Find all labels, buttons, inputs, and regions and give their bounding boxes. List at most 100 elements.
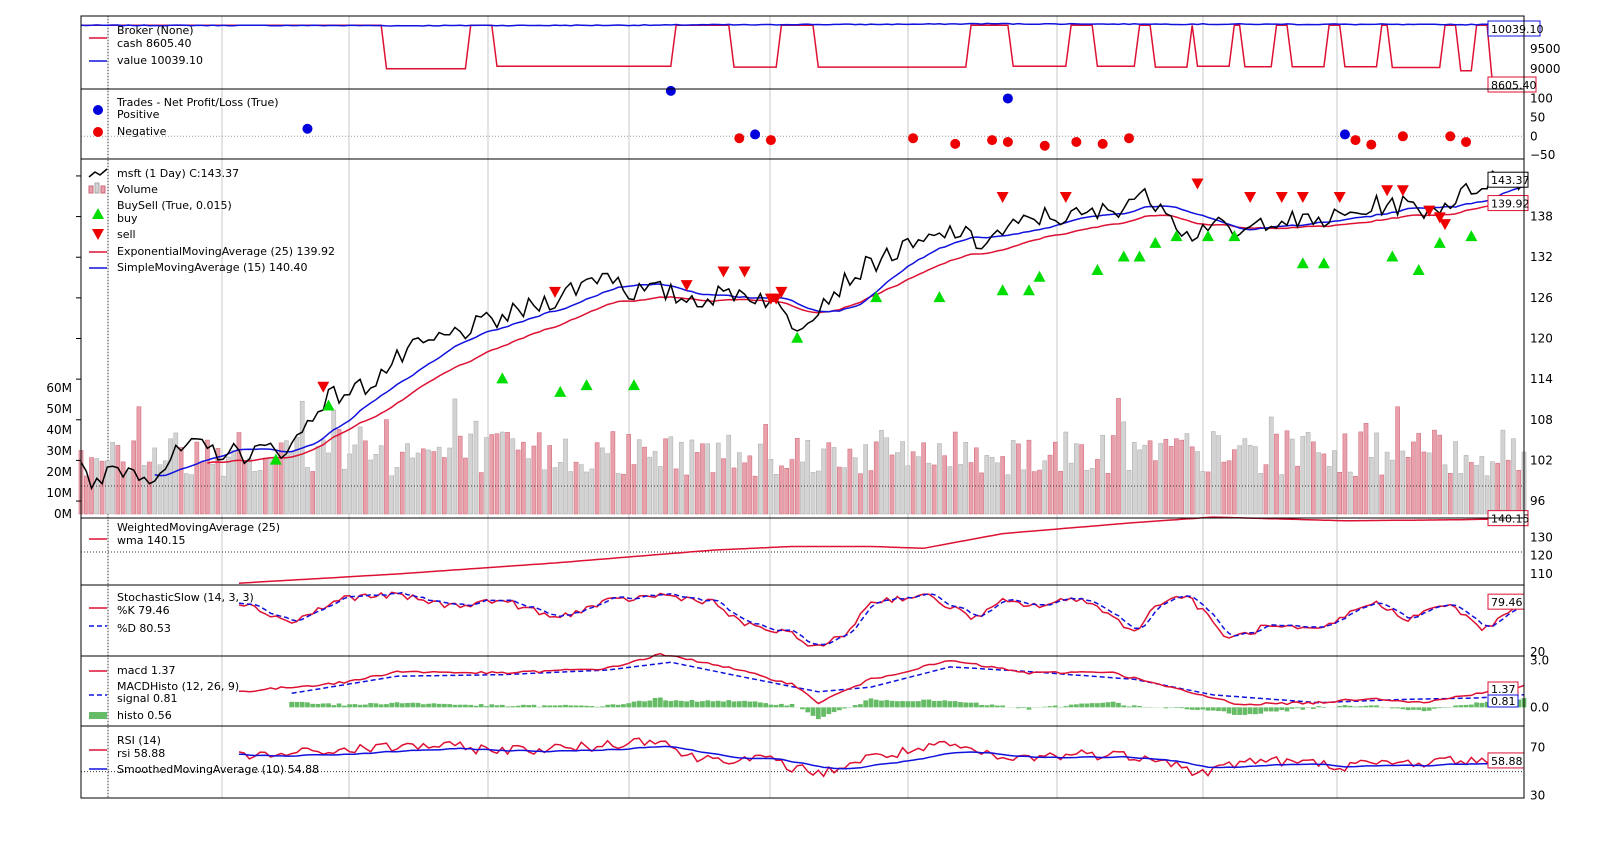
volume-bar-79 bbox=[494, 433, 500, 515]
macd-histo-bar-82 bbox=[510, 706, 516, 708]
volume-bar-97 bbox=[589, 468, 595, 515]
macd-histo-bar-147 bbox=[852, 705, 858, 708]
trade-negative-13 bbox=[1445, 131, 1456, 142]
volume-ytick-0: 60M bbox=[46, 381, 72, 395]
trade-positive-4 bbox=[1339, 129, 1350, 140]
volume-bar-138 bbox=[805, 440, 811, 515]
sma-line bbox=[154, 185, 1525, 477]
macd-histo-bar-212 bbox=[1195, 707, 1200, 710]
macd-histo-bar-111 bbox=[663, 700, 668, 708]
volume-bar-202 bbox=[1142, 444, 1148, 515]
macd-histo-bar-249 bbox=[1389, 707, 1395, 709]
volume-bar-220 bbox=[1237, 445, 1242, 515]
price-ytick-6: 102 bbox=[1530, 453, 1553, 467]
macd-histo-bar-196 bbox=[1110, 701, 1116, 708]
volume-bar-65 bbox=[421, 448, 426, 515]
macd-histo-bar-206 bbox=[1163, 707, 1169, 709]
volume-bar-153 bbox=[884, 437, 890, 515]
trade-negative-1 bbox=[765, 135, 776, 146]
macd-histo-bar-68 bbox=[436, 703, 442, 708]
volume-bar-44 bbox=[310, 471, 316, 515]
macd-histo-bar-160 bbox=[921, 699, 926, 708]
macd-histo-bar-40 bbox=[289, 701, 295, 708]
trades-legend-positive: Positive bbox=[117, 108, 160, 121]
macd-histo-bar-244 bbox=[1363, 705, 1369, 708]
macd-histo-bar-242 bbox=[1353, 706, 1358, 708]
ema-line bbox=[207, 195, 1525, 464]
macd-histo-bar-217 bbox=[1221, 707, 1227, 712]
volume-bar-145 bbox=[842, 467, 847, 515]
legend-volume: Volume bbox=[117, 183, 158, 196]
macd-histo-bar-120 bbox=[710, 701, 716, 708]
macd-histo-bar-170 bbox=[973, 702, 979, 708]
macd-histo-bar-101 bbox=[610, 704, 616, 708]
trades-legend-negative-swatch bbox=[93, 127, 103, 137]
macd-histo-bar-83 bbox=[515, 705, 521, 708]
macd-histo-bar-100 bbox=[605, 704, 611, 708]
macd-histo-bar-121 bbox=[715, 700, 721, 708]
volume-bar-211 bbox=[1189, 446, 1195, 515]
wma-ytick-0: 130 bbox=[1530, 530, 1553, 544]
macd-histo-bar-57 bbox=[378, 704, 384, 708]
sell-marker-19 bbox=[1439, 219, 1452, 231]
macd-histo-bar-180 bbox=[1026, 707, 1032, 710]
volume-bar-212 bbox=[1195, 451, 1200, 515]
volume-bar-95 bbox=[579, 464, 584, 515]
macd-histo-bar-264 bbox=[1468, 704, 1474, 708]
macd-histo-bar-267 bbox=[1484, 701, 1490, 708]
macd-histo-bar-195 bbox=[1105, 702, 1111, 708]
macd-histo-bar-84 bbox=[521, 704, 526, 708]
volume-bar-68 bbox=[436, 446, 442, 515]
volume-bar-223 bbox=[1253, 446, 1258, 515]
trade-negative-3 bbox=[950, 138, 961, 149]
macd-histo-bar-211 bbox=[1189, 707, 1195, 710]
sell-marker-3 bbox=[717, 266, 730, 278]
volume-bar-59 bbox=[389, 475, 395, 515]
broker-value-line bbox=[80, 22, 1525, 27]
legend-volume-swatch-a bbox=[88, 185, 94, 194]
volume-bar-176 bbox=[1005, 474, 1011, 515]
macd-histo-bar-148 bbox=[858, 704, 863, 708]
sell-marker-16 bbox=[1396, 185, 1409, 197]
macd-histo-bar-137 bbox=[800, 707, 805, 710]
volume-bar-7 bbox=[115, 445, 121, 515]
buy-marker-12 bbox=[1091, 263, 1104, 275]
volume-bar-142 bbox=[826, 442, 832, 515]
volume-bar-150 bbox=[868, 470, 874, 515]
volume-ytick-1: 50M bbox=[46, 402, 72, 416]
volume-bar-49 bbox=[336, 429, 342, 515]
volume-bar-129 bbox=[758, 443, 763, 515]
volume-bar-118 bbox=[700, 443, 705, 515]
volume-bar-131 bbox=[768, 458, 774, 515]
macd-histo-bar-92 bbox=[563, 704, 568, 708]
volume-bar-204 bbox=[1153, 460, 1158, 515]
volume-bar-42 bbox=[299, 401, 305, 515]
price-ytick-7: 96 bbox=[1530, 494, 1545, 508]
volume-bar-243 bbox=[1358, 431, 1364, 515]
macd-line bbox=[239, 652, 1525, 706]
trade-positive-3 bbox=[1002, 93, 1013, 104]
volume-bar-127 bbox=[747, 455, 753, 515]
volume-bar-228 bbox=[1279, 474, 1285, 515]
macd-histo-bar-240 bbox=[1342, 705, 1348, 708]
macd-histo-bar-234 bbox=[1310, 707, 1316, 709]
volume-bar-99 bbox=[600, 447, 605, 515]
volume-bar-103 bbox=[621, 473, 626, 515]
ema-tag: 139.92 bbox=[1491, 198, 1530, 211]
volume-bar-136 bbox=[794, 438, 800, 515]
macd-histo-bar-251 bbox=[1400, 707, 1406, 710]
sell-marker-11 bbox=[1244, 192, 1257, 204]
volume-bar-76 bbox=[478, 472, 484, 515]
volume-bar-90 bbox=[552, 467, 558, 515]
volume-bar-226 bbox=[1268, 416, 1274, 515]
volume-bar-268 bbox=[1490, 461, 1495, 515]
macd-histo-bar-250 bbox=[1395, 707, 1400, 709]
sell-marker-15 bbox=[1381, 185, 1394, 197]
macd-histo-bar-60 bbox=[394, 702, 400, 708]
trades-ytick-2: 0 bbox=[1530, 129, 1538, 143]
macd-histo-bar-228 bbox=[1279, 707, 1285, 711]
macd-histo-bar-154 bbox=[889, 700, 895, 708]
volume-bar-98 bbox=[594, 442, 600, 515]
macd-histo-bar-241 bbox=[1347, 705, 1353, 708]
volume-bar-40 bbox=[289, 450, 294, 515]
